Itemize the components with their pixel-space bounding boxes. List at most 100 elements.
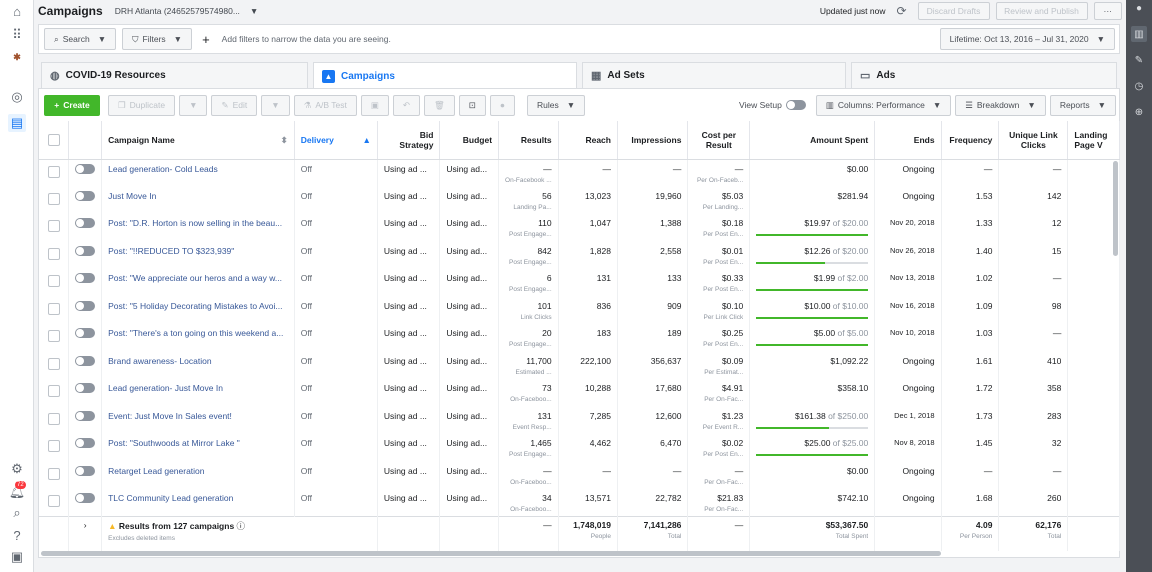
campaign-toggle[interactable] [75, 465, 96, 476]
table-row[interactable]: Post: "D.R. Horton is now selling in the… [39, 214, 1120, 242]
table-row[interactable]: Post: "We appreciate our heros and a way… [39, 269, 1120, 297]
campaign-toggle[interactable] [75, 245, 96, 256]
table-row[interactable]: Post: "There's a ton going on this weeke… [39, 324, 1120, 352]
tag-button[interactable]: ● [489, 94, 516, 116]
app-grid-icon[interactable]: ⠿ [12, 27, 22, 42]
tab-ad-sets[interactable]: ▦ Ad Sets [582, 62, 846, 88]
row-checkbox[interactable] [47, 412, 60, 425]
archive-button[interactable]: ▣ [360, 94, 389, 116]
campaign-name-link[interactable]: Post: "!!REDUCED TO $323,939" [101, 241, 295, 269]
table-row[interactable]: Event: Just Move In Sales event! Off Using… [39, 406, 1120, 434]
row-checkbox[interactable] [47, 165, 60, 178]
campaign-name-link[interactable]: Lead generation- Cold Leads [101, 159, 295, 187]
campaign-toggle[interactable] [75, 163, 96, 174]
column-budget[interactable]: Budget [439, 121, 500, 160]
table-row[interactable]: Post: "!!REDUCED TO $323,939" Off Using ad… [39, 241, 1120, 269]
campaign-toggle[interactable] [75, 355, 96, 366]
account-selector[interactable]: DRH Atlanta (24652579574980... ▼ [115, 6, 259, 16]
row-checkbox[interactable] [47, 247, 60, 260]
campaign-name-link[interactable]: Just Move In [101, 186, 295, 214]
tab-ads[interactable]: ▭ Ads [851, 62, 1117, 88]
column-campaign-name[interactable]: Campaign Name ⬍ [101, 121, 295, 160]
refresh-icon[interactable]: ⟳ [896, 4, 907, 18]
edit-dropdown[interactable]: ▼ [261, 94, 290, 116]
campaign-name-link[interactable]: Post: "There's a ton going on this weeke… [101, 324, 295, 352]
column-unique-link-clicks[interactable]: Unique Link Clicks [998, 121, 1069, 160]
rules-button[interactable]: Rules ▼ [527, 94, 586, 116]
search-button[interactable]: ⌕ Search ▼ [44, 28, 117, 50]
add-filter-plus-icon[interactable]: + [202, 31, 210, 47]
discard-drafts-button[interactable]: Discard Drafts [917, 2, 990, 20]
column-bid-strategy[interactable]: Bid Strategy [377, 121, 441, 160]
column-cost-per-result[interactable]: Cost per Result [687, 121, 751, 160]
campaign-toggle[interactable] [75, 410, 96, 421]
tab-covid-resources[interactable]: ◍ COVID-19 Resources [41, 62, 308, 88]
help-icon[interactable]: ? [13, 527, 21, 543]
campaign-toggle[interactable] [75, 493, 96, 503]
vertical-scrollbar[interactable] [1113, 161, 1118, 256]
campaign-name-link[interactable]: Lead generation- Just Move In [101, 379, 295, 407]
row-checkbox[interactable] [47, 357, 60, 370]
history-icon[interactable]: ◷ [1134, 80, 1144, 92]
campaign-name-link[interactable]: Post: "Southwoods at Mirror Lake " [101, 434, 295, 462]
campaign-toggle[interactable] [75, 300, 96, 311]
more-options-button[interactable]: ··· [1093, 2, 1122, 20]
row-checkbox[interactable] [47, 192, 60, 205]
duplicate-button[interactable]: ❐ Duplicate [108, 94, 176, 116]
columns-button[interactable]: ▥ Columns: Performance ▼ [815, 94, 952, 116]
filters-button[interactable]: ⛉ Filters ▼ [122, 28, 193, 50]
preview-button[interactable]: ⊡ [458, 94, 486, 116]
edit-pencil-icon[interactable]: ✎ [1134, 54, 1144, 66]
campaign-toggle[interactable] [75, 273, 96, 283]
tab-campaigns[interactable]: ▲ Campaigns [313, 62, 577, 90]
campaign-name-link[interactable]: Post: "We appreciate our heros and a way… [101, 269, 295, 297]
account-logo-icon[interactable]: ✱ [13, 51, 21, 62]
column-amount-spent[interactable]: Amount Spent [749, 121, 876, 160]
column-frequency[interactable]: Frequency [941, 121, 1000, 160]
info-icon[interactable]: ⓘ [236, 521, 246, 531]
undo-button[interactable]: ↶ [392, 94, 420, 116]
table-row[interactable]: Brand awareness- Location Off Using ad ...… [39, 351, 1120, 379]
horizontal-scrollbar[interactable] [41, 551, 941, 556]
row-checkbox[interactable] [47, 467, 60, 480]
chart-icon[interactable]: ▥ [1131, 26, 1147, 42]
view-setup-toggle[interactable] [785, 100, 806, 110]
campaign-name-link[interactable]: Retarget Lead generation [101, 461, 295, 489]
campaign-toggle[interactable] [75, 328, 96, 338]
date-range-button[interactable]: Lifetime: Oct 13, 2016 – Jul 31, 2020 ▼ [939, 28, 1115, 50]
info-icon[interactable]: ● [1135, 2, 1143, 14]
home-icon[interactable]: ⌂ [13, 3, 21, 19]
table-row[interactable]: Retarget Lead generation Off Using ad ... U… [39, 461, 1120, 489]
campaign-toggle[interactable] [75, 438, 96, 448]
review-publish-button[interactable]: Review and Publish [995, 2, 1088, 20]
table-row[interactable]: Lead generation- Just Move In Off Using ad… [39, 379, 1120, 407]
campaign-name-link[interactable]: TLC Community Lead generation [101, 489, 295, 517]
column-ends[interactable]: Ends [874, 121, 942, 160]
report-icon[interactable]: ▣ [10, 549, 24, 564]
column-landing-page-views[interactable]: Landing Page V [1067, 121, 1120, 160]
campaign-toggle[interactable] [75, 218, 96, 228]
campaign-name-link[interactable]: Post: "D.R. Horton is now selling in the… [101, 214, 295, 242]
column-reach[interactable]: Reach [558, 121, 618, 160]
column-impressions[interactable]: Impressions [617, 121, 689, 160]
campaign-toggle[interactable] [75, 383, 96, 393]
table-row[interactable]: TLC Community Lead generation Off Using ad… [39, 489, 1120, 517]
notifications-icon[interactable]: 🔔︎ 72 [8, 481, 26, 499]
dashboard-icon[interactable]: ◎ [11, 89, 23, 104]
table-row[interactable]: Post: "Southwoods at Mirror Lake " Off Usi… [39, 434, 1120, 462]
duplicate-dropdown[interactable]: ▼ [179, 94, 208, 116]
reports-button[interactable]: Reports ▼ [1049, 94, 1116, 116]
column-results[interactable]: Results [498, 121, 559, 160]
row-checkbox[interactable] [47, 495, 60, 507]
row-checkbox[interactable] [47, 330, 60, 342]
breakdown-button[interactable]: ☰ Breakdown ▼ [955, 94, 1046, 116]
row-checkbox[interactable] [47, 440, 60, 452]
column-delivery[interactable]: Delivery ▲ [294, 121, 378, 160]
create-button[interactable]: + Create [44, 94, 100, 116]
filter-input[interactable]: Add filters to narrow the data you are s… [221, 34, 391, 44]
delete-button[interactable]: 🗑︎ [423, 94, 455, 116]
table-row[interactable]: Lead generation- Cold Leads Off Using ad .… [39, 159, 1120, 187]
chevron-right-icon[interactable]: › [83, 520, 87, 530]
campaign-name-link[interactable]: Post: "5 Holiday Decorating Mistakes to … [101, 296, 295, 324]
ab-test-button[interactable]: ⚗ A/B Test [293, 94, 357, 116]
